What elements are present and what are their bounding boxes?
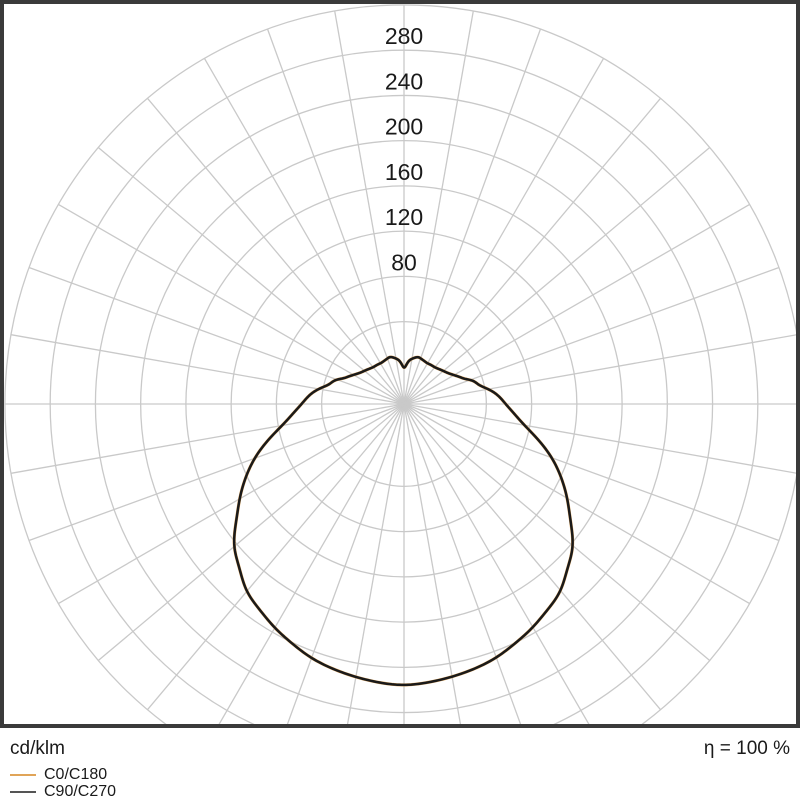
svg-text:240: 240 [385,68,423,94]
svg-text:280: 280 [385,23,423,49]
svg-text:80: 80 [391,249,417,275]
svg-text:120: 120 [385,204,423,230]
svg-text:160: 160 [385,159,423,185]
svg-text:200: 200 [385,114,423,140]
